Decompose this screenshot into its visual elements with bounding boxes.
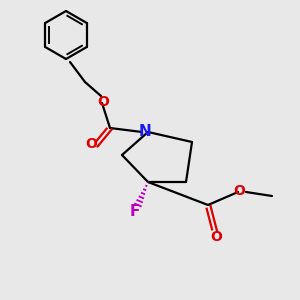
Text: O: O — [85, 137, 97, 151]
Text: O: O — [97, 95, 109, 109]
Text: N: N — [139, 124, 152, 139]
Text: O: O — [233, 184, 245, 198]
Text: O: O — [210, 230, 222, 244]
Text: F: F — [130, 203, 140, 218]
